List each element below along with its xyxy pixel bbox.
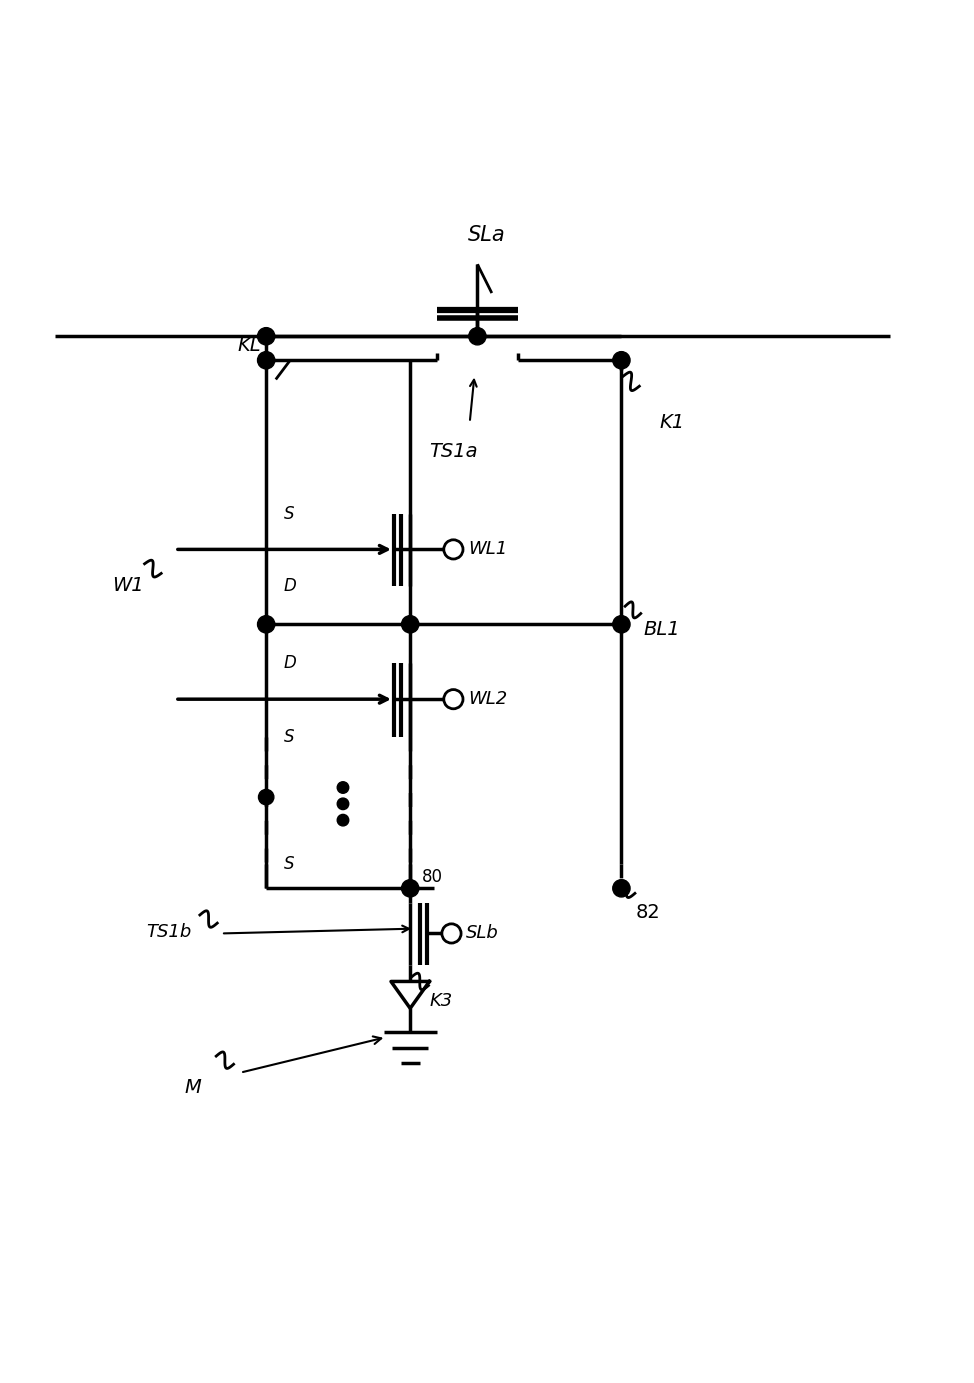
Text: SLa: SLa xyxy=(468,225,506,245)
Circle shape xyxy=(444,690,463,708)
Circle shape xyxy=(337,815,349,826)
Circle shape xyxy=(257,615,275,633)
Text: WL2: WL2 xyxy=(468,690,507,708)
Text: D: D xyxy=(283,577,296,595)
Circle shape xyxy=(337,798,349,809)
Text: BL1: BL1 xyxy=(644,620,680,639)
Circle shape xyxy=(442,924,461,943)
Circle shape xyxy=(613,880,630,898)
Text: 82: 82 xyxy=(636,903,660,922)
Circle shape xyxy=(401,615,419,633)
Circle shape xyxy=(258,790,274,805)
Circle shape xyxy=(257,351,275,369)
Text: D: D xyxy=(283,654,296,672)
Text: S: S xyxy=(283,505,294,523)
Text: KL: KL xyxy=(238,336,261,355)
Circle shape xyxy=(337,781,349,794)
Circle shape xyxy=(468,328,486,344)
Text: W1: W1 xyxy=(113,577,144,596)
Text: TS1b: TS1b xyxy=(146,922,192,940)
Circle shape xyxy=(257,328,275,344)
Text: M: M xyxy=(184,1077,202,1097)
Text: K3: K3 xyxy=(430,992,453,1010)
Text: SLb: SLb xyxy=(466,924,499,942)
Text: 80: 80 xyxy=(422,867,443,885)
Text: K1: K1 xyxy=(659,414,685,431)
Circle shape xyxy=(613,615,630,633)
Text: S: S xyxy=(283,727,294,745)
Text: S: S xyxy=(283,855,294,873)
Text: TS1a: TS1a xyxy=(430,443,478,461)
Circle shape xyxy=(444,539,463,559)
Circle shape xyxy=(401,880,419,898)
Text: WL1: WL1 xyxy=(468,541,507,559)
Circle shape xyxy=(613,351,630,369)
